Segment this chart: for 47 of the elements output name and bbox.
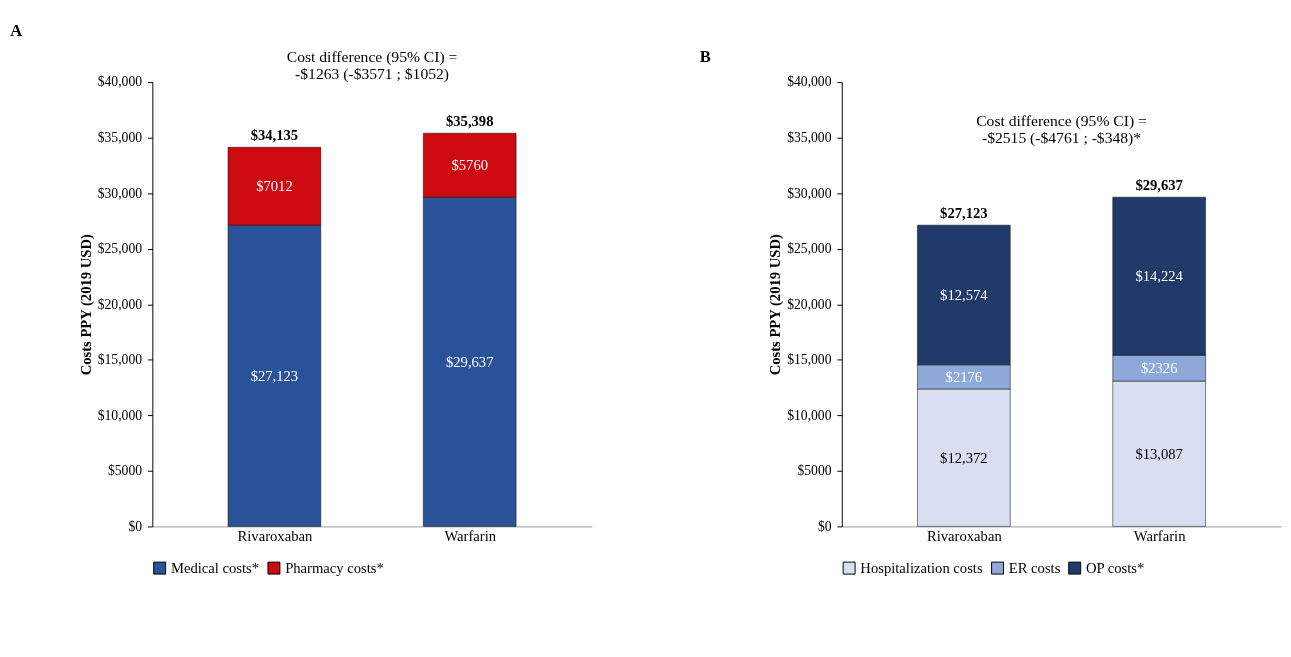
y-tick-label: $30,000 [787,185,832,201]
data-label: $13,087 [1135,445,1183,462]
y-tick-label: $20,000 [97,296,143,312]
data-label: $12,574 [940,286,989,303]
y-tick-label: $0 [128,518,143,534]
y-tick-label: $20,000 [787,296,832,312]
y-tick-label: $25,000 [787,241,832,257]
x-tick-label: Warfarin [444,527,497,544]
text: Cost difference (95% CI) = -$1263 (-$3571 ; $1052) [286,47,458,84]
total-label: $27,123 [940,205,988,222]
data-label: $7012 [256,178,293,195]
total-label: $29,637 [1135,177,1183,194]
legend-label: Pharmacy costs* [285,559,384,576]
y-axis-title: Costs PPY (2019 USD) [77,234,95,376]
data-label: $12,372 [940,449,988,466]
y-tick-label: $5000 [797,463,832,479]
y-tick-label: $15,000 [97,352,143,368]
y-tick-label: $40,000 [97,74,143,90]
annotation: Cost difference (95% CI) = -$2515 (-$4761 ; -$348)* [976,111,1148,148]
legend-label: Medical costs* [170,559,260,576]
y-tick-label: $10,000 [97,407,143,423]
x-tick-label: Rivaroxaban [237,527,313,544]
y-tick-label: $5000 [107,463,143,479]
data-label: $5760 [451,157,488,174]
y-tick-label: $15,000 [787,352,832,368]
y-tick-label: $30,000 [97,185,143,201]
data-label: $2176 [945,368,983,385]
y-tick-label: $25,000 [97,241,143,257]
x-tick-label: Rivaroxaban [926,527,1003,544]
total-label: $34,135 [250,127,299,144]
legend-label: ER costs [1008,559,1061,576]
data-label: $29,637 [445,353,494,370]
text: A [10,20,23,40]
y-tick-label: $0 [817,518,832,534]
y-tick-label: $40,000 [787,74,832,90]
y-tick-label: $35,000 [787,130,832,146]
y-tick-label: $35,000 [97,130,143,146]
total-label: $35,398 [445,113,494,130]
legend-label: Hospitalization costs [860,559,983,576]
data-label: $2326 [1140,360,1178,377]
data-label: $27,123 [250,367,299,384]
text: B [699,46,711,66]
y-tick-label: $10,000 [787,407,832,423]
x-tick-label: Warfarin [1133,527,1187,544]
legend-label: OP costs* [1085,559,1145,576]
y-axis-title: Costs PPY (2019 USD) [767,234,785,376]
data-label: $14,224 [1135,268,1184,285]
